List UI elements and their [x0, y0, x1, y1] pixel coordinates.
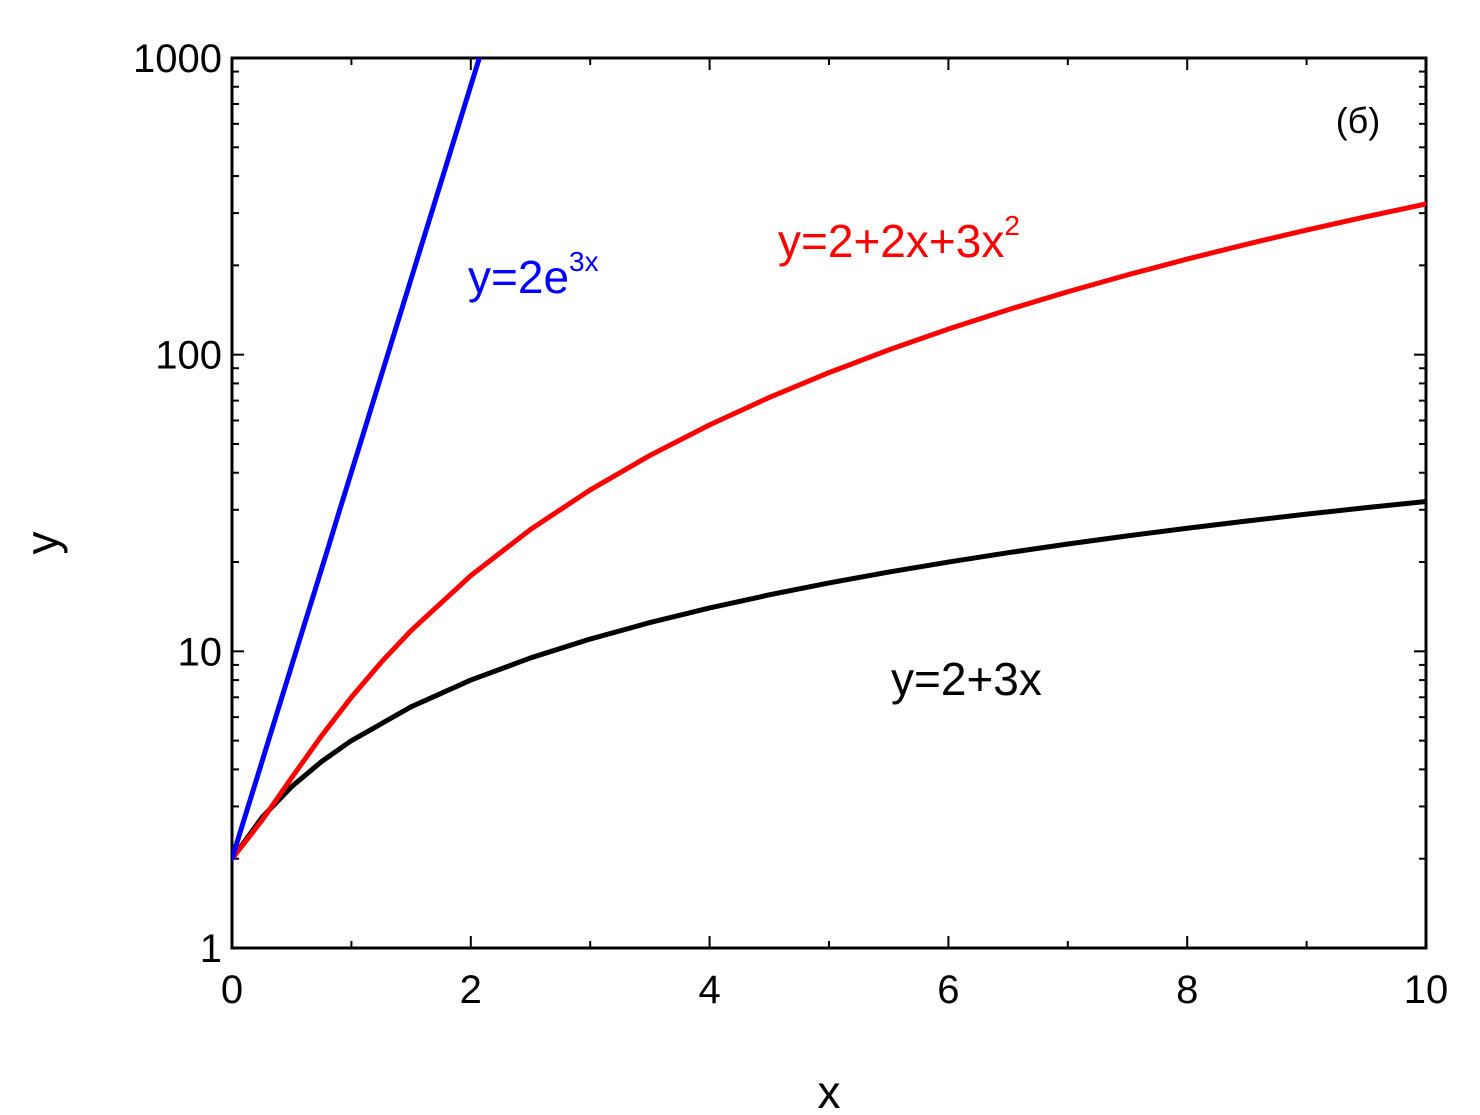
y-tick-label: 100 [155, 334, 222, 378]
x-tick-label: 2 [460, 968, 482, 1012]
series-line-exponential [232, 58, 482, 862]
x-tick-label: 8 [1176, 968, 1198, 1012]
y-axis-title: y [16, 532, 68, 555]
series-label-quadratic: y=2+2x+3x2 [778, 210, 1020, 267]
panel-label: (б) [1336, 100, 1381, 141]
x-axis-title: x [818, 1066, 841, 1115]
series-line-linear [232, 498, 1426, 862]
x-tick-label: 6 [937, 968, 959, 1012]
plot-border [230, 56, 1428, 950]
axis-labels: 0 2 4 6 8 10 1 10 100 1000 [133, 37, 1448, 1012]
series-label-exponential: y=2e3x [468, 246, 599, 303]
x-tick-label: 0 [221, 968, 243, 1012]
y-tick-label: 1 [200, 927, 222, 971]
y-tick-label: 1000 [133, 37, 222, 81]
x-tick-label: 10 [1404, 968, 1449, 1012]
series-label-linear: y=2+3x [891, 653, 1042, 705]
series-lines [232, 58, 1426, 862]
y-tick-label: 10 [178, 630, 223, 674]
series-line-quadratic [232, 201, 1426, 862]
axis-ticks [231, 57, 1427, 949]
plot-frame [230, 56, 1428, 950]
x-tick-label: 4 [698, 968, 720, 1012]
